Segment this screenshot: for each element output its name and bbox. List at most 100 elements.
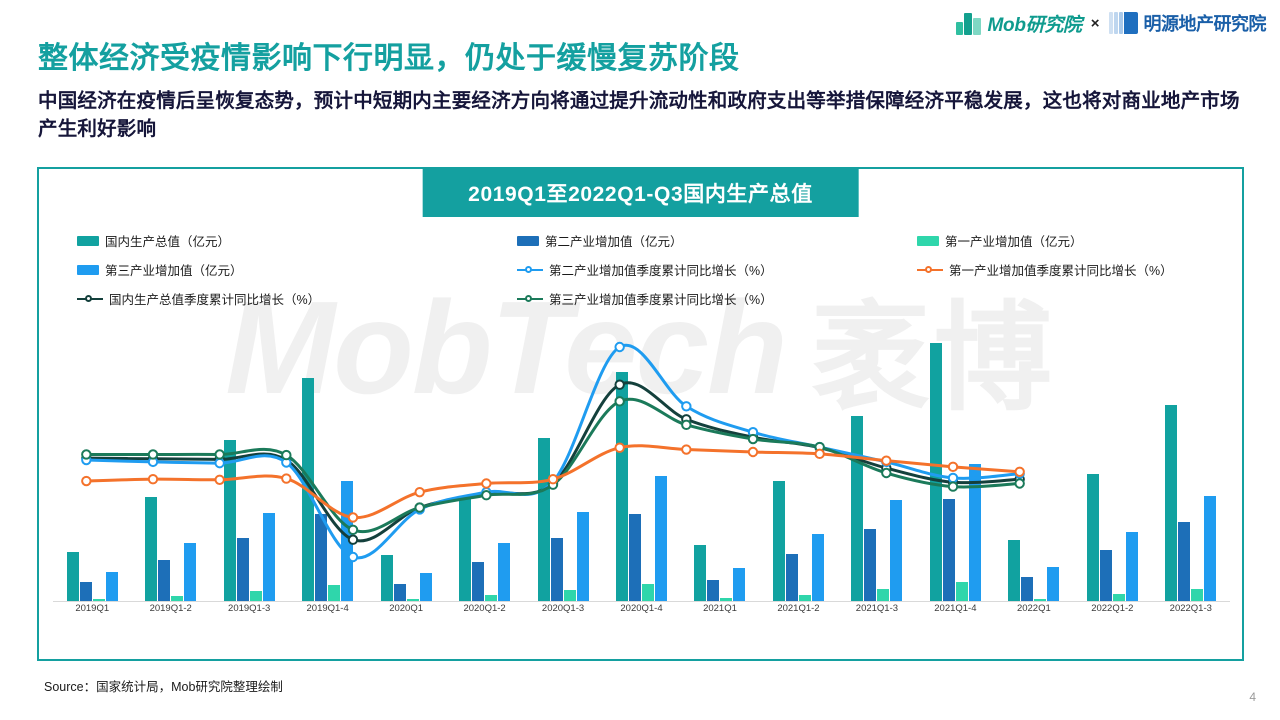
bar-group: [288, 329, 366, 601]
bar[interactable]: [942, 499, 955, 601]
bar[interactable]: [328, 585, 341, 601]
book-stack-icon: [1108, 11, 1139, 35]
bar[interactable]: [707, 580, 720, 601]
bar[interactable]: [798, 594, 811, 601]
x-tick-label: 2022Q1: [1016, 603, 1051, 614]
bar[interactable]: [158, 560, 171, 601]
logo-row: Mob研究院 × 明源地产研究院: [956, 6, 1266, 40]
bar[interactable]: [811, 534, 824, 601]
bar[interactable]: [563, 590, 576, 601]
bar[interactable]: [864, 528, 877, 601]
bar[interactable]: [550, 538, 563, 601]
legend-swatch: [77, 235, 99, 246]
bar[interactable]: [576, 511, 589, 601]
bar-group: [602, 329, 680, 601]
legend-swatch: [917, 235, 939, 246]
bar[interactable]: [485, 595, 498, 601]
bar-group: [53, 329, 131, 601]
legend-label: 第三产业增加值（亿元）: [105, 264, 243, 278]
bar[interactable]: [851, 415, 864, 601]
bar[interactable]: [890, 499, 903, 601]
legend-item[interactable]: 国内生产总值（亿元）: [77, 231, 517, 250]
bar-group: [995, 329, 1073, 601]
bar[interactable]: [1021, 577, 1034, 601]
legend-line-marker: [517, 265, 543, 275]
bar[interactable]: [302, 377, 315, 601]
bar[interactable]: [1008, 540, 1021, 601]
bar[interactable]: [1086, 474, 1099, 601]
legend-item[interactable]: 第三产业增加值（亿元）: [77, 260, 517, 279]
legend-item[interactable]: 第二产业增加值季度累计同比增长（%）: [517, 260, 917, 279]
bar[interactable]: [1178, 522, 1191, 601]
bar[interactable]: [236, 538, 249, 601]
legend-label: 第二产业增加值（亿元）: [545, 235, 683, 249]
page-number: 4: [1249, 690, 1256, 704]
bar[interactable]: [929, 343, 942, 601]
bar[interactable]: [1191, 588, 1204, 601]
bar[interactable]: [419, 573, 432, 601]
mob-logo-text: Mob研究院: [987, 14, 1082, 36]
bar[interactable]: [315, 514, 328, 601]
legend-item[interactable]: 第三产业增加值季度累计同比增长（%）: [517, 289, 917, 308]
chart-card: MobTech 袤博 2019Q1至2022Q1-Q3国内生产总值 国内生产总值…: [37, 167, 1244, 661]
legend-label: 国内生产总值季度累计同比增长（%）: [109, 293, 321, 307]
bar[interactable]: [1034, 598, 1047, 601]
bar[interactable]: [537, 438, 550, 601]
bar[interactable]: [79, 582, 92, 601]
bar[interactable]: [406, 598, 419, 601]
legend-label: 第三产业增加值季度累计同比增长（%）: [549, 293, 773, 307]
legend-item[interactable]: 第一产业增加值季度累计同比增长（%）: [917, 260, 1227, 279]
bar[interactable]: [772, 481, 785, 601]
legend-item[interactable]: 第一产业增加值（亿元）: [917, 231, 1227, 250]
bar[interactable]: [955, 582, 968, 601]
source-note: Source：国家统计局，Mob研究院整理绘制: [44, 680, 283, 694]
bar[interactable]: [472, 562, 485, 601]
x-tick-label: 2019Q1: [75, 603, 110, 614]
bar[interactable]: [145, 497, 158, 601]
bar[interactable]: [262, 512, 275, 601]
mob-logo: Mob研究院: [956, 10, 1082, 37]
bar[interactable]: [877, 589, 890, 601]
bar[interactable]: [655, 476, 668, 601]
bar[interactable]: [459, 498, 472, 601]
bar[interactable]: [66, 551, 79, 601]
bar[interactable]: [616, 372, 629, 601]
bar[interactable]: [642, 583, 655, 601]
bar[interactable]: [1112, 594, 1125, 601]
bar-group: [131, 329, 209, 601]
x-tick-label: 2021Q1-2: [777, 603, 820, 614]
bar[interactable]: [105, 572, 118, 601]
bar[interactable]: [1165, 405, 1178, 601]
bar[interactable]: [341, 480, 354, 601]
bar[interactable]: [968, 463, 981, 601]
partner-logo-text: 明源地产研究院: [1143, 14, 1267, 34]
bar[interactable]: [498, 542, 511, 601]
legend-item[interactable]: 国内生产总值季度累计同比增长（%）: [77, 289, 517, 308]
bar[interactable]: [694, 544, 707, 601]
legend-line-marker: [77, 294, 103, 304]
legend-label: 第二产业增加值季度累计同比增长（%）: [549, 264, 773, 278]
legend-item[interactable]: 第二产业增加值（亿元）: [517, 231, 917, 250]
x-tick-label: 2022Q1-2: [1091, 603, 1134, 614]
bar[interactable]: [1047, 566, 1060, 601]
bar[interactable]: [393, 584, 406, 601]
bar[interactable]: [171, 595, 184, 601]
bar[interactable]: [733, 568, 746, 601]
legend-label: 第一产业增加值季度累计同比增长（%）: [949, 264, 1173, 278]
bar[interactable]: [1204, 495, 1217, 601]
bar[interactable]: [1099, 549, 1112, 601]
bar[interactable]: [92, 599, 105, 601]
bar[interactable]: [629, 514, 642, 601]
bar[interactable]: [380, 554, 393, 601]
bar[interactable]: [720, 598, 733, 601]
bar-group: [759, 329, 837, 601]
bar[interactable]: [249, 591, 262, 601]
bar[interactable]: [184, 543, 197, 601]
bar[interactable]: [785, 554, 798, 601]
bar[interactable]: [223, 440, 236, 601]
x-tick-label: 2019Q1-3: [228, 603, 271, 614]
legend-swatch: [517, 235, 539, 246]
legend-swatch: [77, 264, 99, 275]
bar[interactable]: [1125, 532, 1138, 601]
